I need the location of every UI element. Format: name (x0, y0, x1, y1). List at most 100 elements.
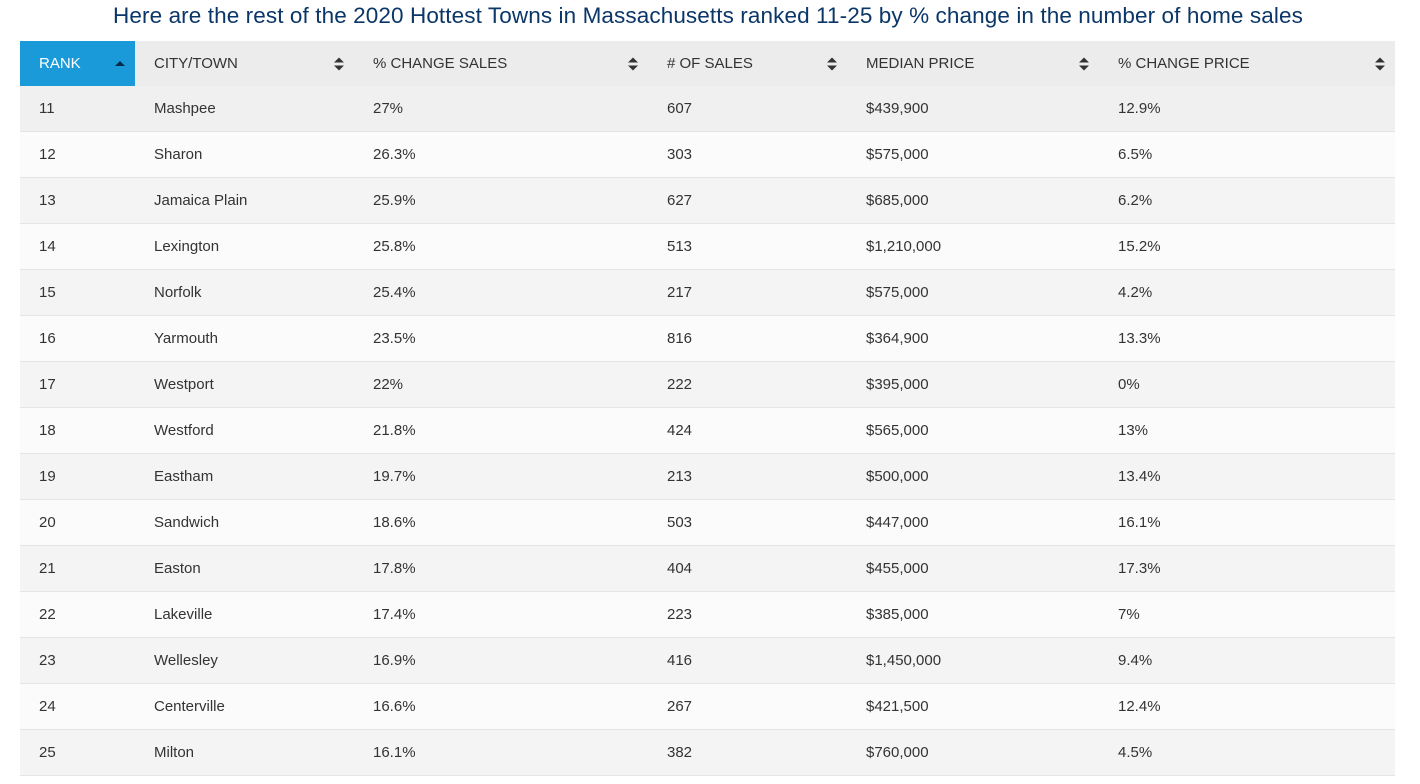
median-price-cell: $455,000 (847, 545, 1099, 592)
rank-cell: 23 (20, 637, 135, 684)
change-price-cell: 4.5% (1099, 729, 1395, 776)
sales-count-cell: 222 (648, 361, 847, 408)
change-sales-cell: 16.6% (354, 683, 648, 730)
sort-up-icon[interactable] (115, 56, 125, 72)
city-cell: Lakeville (135, 591, 354, 638)
change-sales-cell: 16.9% (354, 637, 648, 684)
change-sales-cell: 26.3% (354, 131, 648, 178)
table-row: 19 Eastham 19.7% 213 $500,000 13.4% (20, 453, 1395, 500)
median-price-cell: $447,000 (847, 499, 1099, 546)
table-row: 24 Centerville 16.6% 267 $421,500 12.4% (20, 683, 1395, 730)
rank-cell: 14 (20, 223, 135, 270)
change-price-cell: 4.2% (1099, 269, 1395, 316)
median-price-cell: $385,000 (847, 591, 1099, 638)
city-cell: Westport (135, 361, 354, 408)
city-cell: Sandwich (135, 499, 354, 546)
rank-cell: 16 (20, 315, 135, 362)
column-header-city-town[interactable]: CITY/TOWN (135, 41, 354, 86)
city-cell: Eastham (135, 453, 354, 500)
city-cell: Jamaica Plain (135, 177, 354, 224)
table-row: 25 Milton 16.1% 382 $760,000 4.5% (20, 729, 1395, 776)
city-cell: Westford (135, 407, 354, 454)
median-price-cell: $364,900 (847, 315, 1099, 362)
table-row: 22 Lakeville 17.4% 223 $385,000 7% (20, 591, 1395, 638)
change-price-cell: 7% (1099, 591, 1395, 638)
rank-cell: 24 (20, 683, 135, 730)
median-price-cell: $500,000 (847, 453, 1099, 500)
change-sales-cell: 18.6% (354, 499, 648, 546)
sort-both-icon[interactable] (827, 56, 837, 72)
city-cell: Sharon (135, 131, 354, 178)
rankings-table-container: RANK CITY/TOWN % CHANGE SALES # OF SALES MED… (20, 41, 1395, 776)
page-title: Here are the rest of the 2020 Hottest To… (113, 3, 1303, 28)
table-row: 14 Lexington 25.8% 513 $1,210,000 15.2% (20, 223, 1395, 270)
table-row: 16 Yarmouth 23.5% 816 $364,900 13.3% (20, 315, 1395, 362)
sort-both-icon[interactable] (1375, 56, 1385, 72)
column-header-rank[interactable]: RANK (20, 41, 135, 86)
median-price-cell: $439,900 (847, 86, 1099, 132)
sales-count-cell: 816 (648, 315, 847, 362)
sales-count-cell: 223 (648, 591, 847, 638)
rank-cell: 20 (20, 499, 135, 546)
change-sales-cell: 25.8% (354, 223, 648, 270)
rank-cell: 11 (20, 86, 135, 132)
sort-both-icon[interactable] (628, 56, 638, 72)
median-price-cell: $421,500 (847, 683, 1099, 730)
city-cell: Wellesley (135, 637, 354, 684)
column-header-label: MEDIAN PRICE (866, 55, 975, 72)
table-row: 17 Westport 22% 222 $395,000 0% (20, 361, 1395, 408)
city-cell: Mashpee (135, 86, 354, 132)
change-price-cell: 12.9% (1099, 86, 1395, 132)
change-sales-cell: 19.7% (354, 453, 648, 500)
median-price-cell: $760,000 (847, 729, 1099, 776)
change-sales-cell: 27% (354, 86, 648, 132)
median-price-cell: $1,210,000 (847, 223, 1099, 270)
sales-count-cell: 382 (648, 729, 847, 776)
rank-cell: 15 (20, 269, 135, 316)
sales-count-cell: 607 (648, 86, 847, 132)
sales-count-cell: 213 (648, 453, 847, 500)
sales-count-cell: 513 (648, 223, 847, 270)
sales-count-cell: 627 (648, 177, 847, 224)
city-cell: Lexington (135, 223, 354, 270)
column-header-median-price[interactable]: MEDIAN PRICE (847, 41, 1099, 86)
sales-count-cell: 416 (648, 637, 847, 684)
sales-count-cell: 303 (648, 131, 847, 178)
table-row: 18 Westford 21.8% 424 $565,000 13% (20, 407, 1395, 454)
change-price-cell: 9.4% (1099, 637, 1395, 684)
sort-both-icon[interactable] (1079, 56, 1089, 72)
change-price-cell: 6.5% (1099, 131, 1395, 178)
change-sales-cell: 21.8% (354, 407, 648, 454)
table-row: 12 Sharon 26.3% 303 $575,000 6.5% (20, 131, 1395, 178)
sort-both-icon[interactable] (334, 56, 344, 72)
rank-cell: 25 (20, 729, 135, 776)
rank-cell: 12 (20, 131, 135, 178)
median-price-cell: $575,000 (847, 269, 1099, 316)
rank-cell: 18 (20, 407, 135, 454)
column-header-percent-change-sales[interactable]: % CHANGE SALES (354, 41, 648, 86)
median-price-cell: $685,000 (847, 177, 1099, 224)
change-price-cell: 13.4% (1099, 453, 1395, 500)
change-sales-cell: 17.4% (354, 591, 648, 638)
footer-text-fragment (20, 778, 60, 784)
sales-count-cell: 404 (648, 545, 847, 592)
median-price-cell: $395,000 (847, 361, 1099, 408)
table-row: 11 Mashpee 27% 607 $439,900 12.9% (20, 86, 1395, 132)
rank-cell: 19 (20, 453, 135, 500)
column-header-number-of-sales[interactable]: # OF SALES (648, 41, 847, 86)
sales-count-cell: 267 (648, 683, 847, 730)
sales-count-cell: 424 (648, 407, 847, 454)
change-price-cell: 16.1% (1099, 499, 1395, 546)
rank-cell: 13 (20, 177, 135, 224)
rank-cell: 21 (20, 545, 135, 592)
change-sales-cell: 25.9% (354, 177, 648, 224)
table-row: 23 Wellesley 16.9% 416 $1,450,000 9.4% (20, 637, 1395, 684)
change-price-cell: 12.4% (1099, 683, 1395, 730)
sales-count-cell: 503 (648, 499, 847, 546)
city-cell: Yarmouth (135, 315, 354, 362)
column-header-percent-change-price[interactable]: % CHANGE PRICE (1099, 41, 1395, 86)
table-row: 15 Norfolk 25.4% 217 $575,000 4.2% (20, 269, 1395, 316)
sales-count-cell: 217 (648, 269, 847, 316)
change-price-cell: 6.2% (1099, 177, 1395, 224)
change-sales-cell: 23.5% (354, 315, 648, 362)
